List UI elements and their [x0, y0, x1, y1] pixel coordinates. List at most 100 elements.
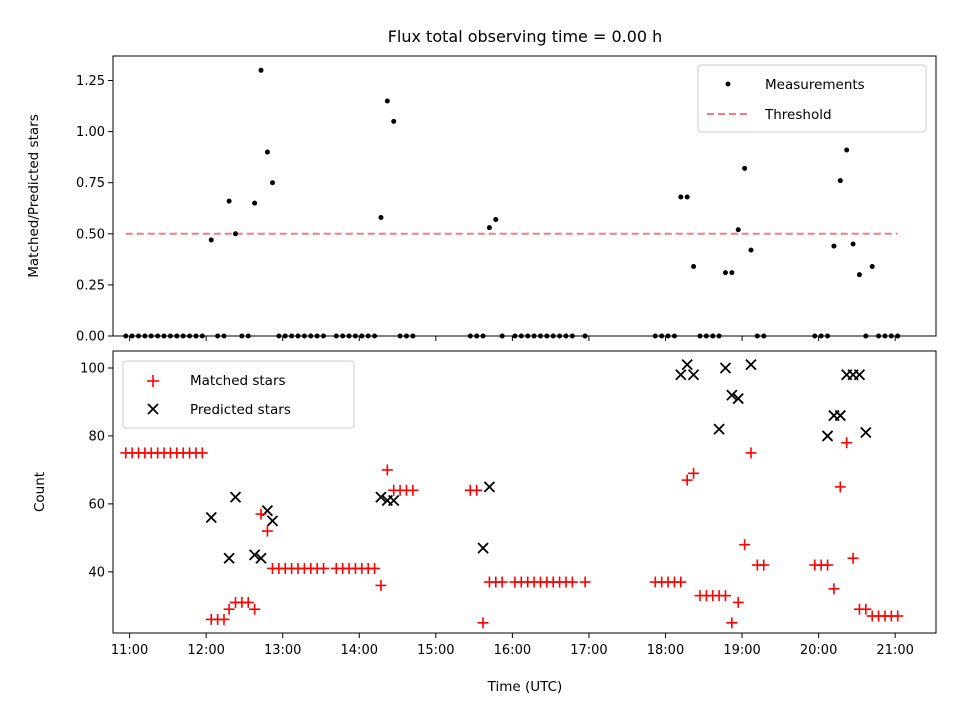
legend-measurements-label: Measurements: [765, 77, 865, 93]
matched-star-point: [892, 610, 904, 622]
legend-predicted-label: Predicted stars: [190, 402, 291, 418]
measurement-point: [252, 200, 258, 206]
bottom-x-tick-label: 13:00: [264, 643, 301, 658]
top-panel: 0.00 0.25 0.50 0.75 1.00 1.25 Matched/Predict…: [26, 55, 937, 345]
measurement-point: [486, 225, 492, 231]
measurement-point: [856, 272, 862, 278]
measurement-point: [831, 243, 837, 249]
bottom-legend: Matched stars Predicted stars: [122, 360, 355, 429]
matched-star-point: [579, 576, 591, 588]
bottom-y-tick-label: 100: [80, 361, 105, 376]
matched-star-point: [681, 474, 693, 486]
matched-star-point: [375, 579, 387, 591]
matched-star-point: [834, 481, 846, 493]
measurement-point: [208, 237, 214, 243]
bottom-x-tick-label: 21:00: [876, 643, 913, 658]
matched-star-point: [223, 603, 235, 615]
top-x-axis-ticks: [129, 336, 896, 341]
predicted-star-point: [719, 362, 732, 374]
predicted-star-point: [834, 409, 846, 422]
matched-star-point: [739, 539, 751, 551]
predicted-star-point: [388, 494, 400, 507]
measurement-point: [258, 67, 264, 73]
predicted-star-point: [821, 430, 834, 442]
matched-star-point: [369, 562, 381, 574]
bottom-plot-marks: [120, 358, 904, 629]
matched-star-point: [860, 603, 872, 615]
bottom-x-tick-label: 20:00: [800, 643, 837, 658]
top-y-tick-label: 0.75: [76, 176, 105, 191]
bottom-x-tick-label: 16:00: [494, 643, 531, 658]
matched-star-point: [261, 525, 273, 537]
matched-star-point: [841, 437, 853, 449]
bottom-panel: 40 60 80 100 11:00 12:00 13:00 14:00 15:00 16:00…: [32, 350, 937, 695]
measurement-point: [837, 178, 843, 184]
matched-star-point: [318, 562, 330, 574]
predicted-star-point: [726, 389, 738, 401]
predicted-star-point: [375, 491, 387, 503]
measurement-point: [729, 270, 735, 276]
x-axis-label: Time (UTC): [487, 679, 563, 695]
predicted-star-point: [223, 552, 235, 564]
matched-star-point: [758, 559, 770, 571]
bottom-x-tick-label: 12:00: [187, 643, 224, 658]
measurement-point: [735, 227, 741, 233]
top-y-tick-label: 0.25: [76, 278, 105, 293]
legend-matched-label: Matched stars: [190, 373, 286, 389]
matched-star-point: [249, 603, 261, 615]
bottom-y-tick-label: 40: [88, 565, 105, 580]
top-axes-frame: [112, 55, 937, 337]
bottom-x-tick-label: 19:00: [723, 643, 760, 658]
predicted-star-point: [483, 481, 496, 493]
matched-star-point: [828, 583, 840, 595]
matched-star-point: [822, 559, 834, 571]
top-y-tick-label: 1.00: [76, 125, 105, 140]
measurement-point: [226, 198, 232, 204]
legend-predicted-marker: [147, 403, 159, 415]
matched-star-point: [726, 617, 738, 629]
legend-threshold-label: Threshold: [764, 107, 832, 123]
matched-star-point: [745, 447, 757, 459]
predicted-star-point: [255, 552, 267, 564]
measurement-point: [232, 231, 238, 237]
predicted-star-point: [477, 542, 489, 554]
bottom-x-tick-label: 15:00: [417, 643, 454, 658]
matched-star-point: [218, 613, 230, 625]
measurement-point: [391, 118, 397, 124]
predicted-star-point: [860, 426, 872, 439]
matched-star-point: [732, 596, 744, 608]
matched-star-point: [847, 552, 859, 564]
measurement-point: [850, 241, 856, 247]
measurement-point: [269, 180, 275, 186]
bottom-legend-box: [122, 360, 355, 429]
chart-title: Flux total observing time = 0.00 h: [388, 27, 663, 46]
predicted-star-point: [853, 369, 866, 381]
matched-star-point: [255, 508, 267, 520]
matched-star-point: [688, 467, 700, 479]
matched-star-point: [496, 576, 508, 588]
bottom-x-tick-label: 17:00: [570, 643, 607, 658]
matched-star-point: [719, 590, 731, 602]
bottom-y-axis-ticks: 40 60 80 100: [80, 361, 113, 580]
predicted-star-point: [266, 515, 279, 527]
matched-star-point: [675, 576, 687, 588]
predicted-star-point: [205, 511, 217, 524]
bottom-x-tick-label: 14:00: [341, 643, 378, 658]
matched-star-point: [196, 447, 208, 459]
measurement-point: [678, 194, 684, 200]
bottom-y-tick-label: 80: [88, 429, 105, 444]
matched-star-point: [242, 596, 254, 608]
bottom-x-axis-ticks: 11:00 12:00 13:00 14:00 15:00 16:00 17:00 18:00…: [111, 633, 914, 658]
measurement-point: [378, 214, 384, 220]
top-y-tick-label: 1.25: [76, 74, 105, 89]
measurement-point: [493, 217, 499, 223]
measurement-point: [742, 165, 748, 171]
measurement-point: [684, 194, 690, 200]
matched-star-point: [566, 576, 578, 588]
measurement-point: [844, 147, 850, 153]
bottom-axes-frame: [112, 350, 937, 634]
predicted-star-point: [713, 423, 725, 435]
matched-star-point: [381, 464, 393, 476]
predicted-star-point: [687, 369, 700, 381]
